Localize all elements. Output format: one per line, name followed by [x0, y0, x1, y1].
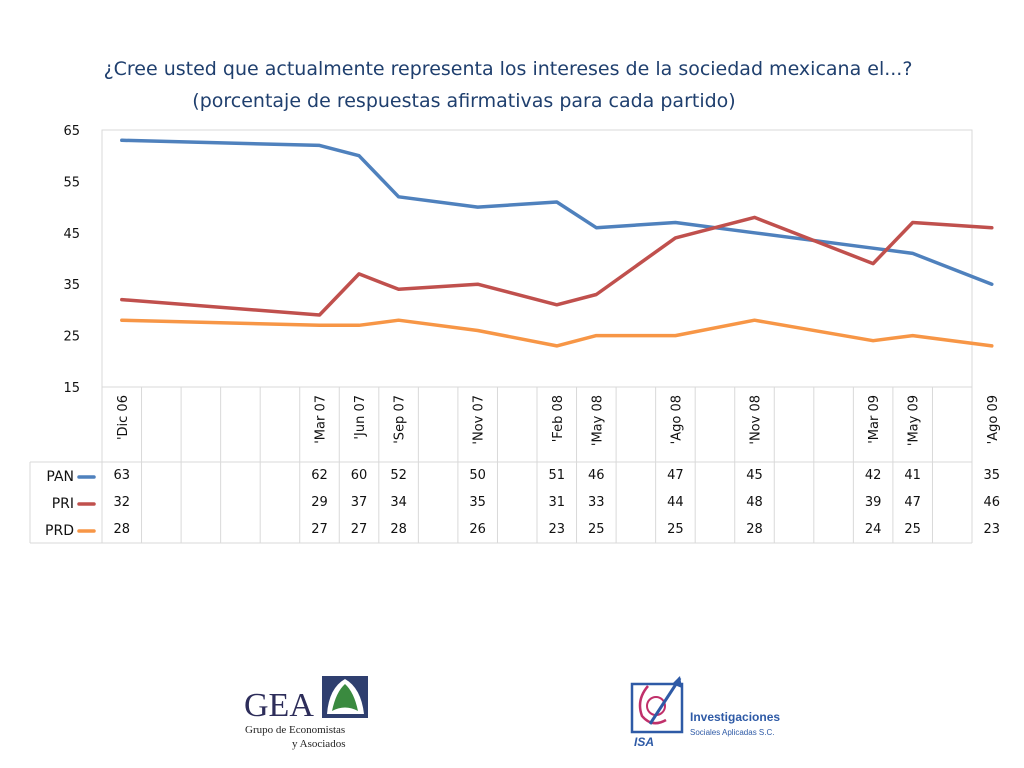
- plot-area: [101, 129, 973, 388]
- data-label: 27: [311, 522, 328, 537]
- data-label: 28: [390, 522, 407, 537]
- gea-logo-name: GEA: [244, 687, 314, 724]
- y-tick-label: 65: [63, 124, 80, 139]
- data-label: 25: [667, 522, 684, 537]
- x-tick-label: 'Dic 06: [116, 395, 131, 440]
- y-tick-label: 35: [63, 278, 80, 293]
- series-line-pri: [120, 215, 994, 317]
- data-label: 41: [904, 468, 921, 483]
- data-label: 35: [983, 468, 1000, 483]
- x-tick-label: 'Ago 09: [986, 395, 1001, 444]
- legend-label-prd: PRD: [45, 523, 74, 539]
- legend-label-pri: PRI: [52, 496, 74, 512]
- y-tick-label: 15: [63, 381, 80, 396]
- data-label: 27: [351, 522, 368, 537]
- data-label: 46: [983, 495, 1000, 510]
- x-tick-label: 'Feb 08: [551, 395, 566, 442]
- data-label: 32: [113, 495, 130, 510]
- data-label: 47: [667, 468, 684, 483]
- data-label: 60: [351, 468, 368, 483]
- data-label: 52: [390, 468, 407, 483]
- data-label: 37: [351, 495, 368, 510]
- data-label: 47: [904, 495, 921, 510]
- x-tick-label: 'May 09: [907, 395, 922, 446]
- x-tick-label: 'Sep 07: [393, 395, 408, 444]
- data-label: 45: [746, 468, 763, 483]
- data-label: 48: [746, 495, 763, 510]
- data-label: 28: [746, 522, 763, 537]
- data-label: 46: [588, 468, 605, 483]
- isa-logo-name: ISA: [634, 735, 654, 748]
- legend-label-pan: PAN: [46, 469, 74, 485]
- x-tick-label: 'Jun 07: [353, 395, 368, 440]
- data-label: 42: [865, 468, 882, 483]
- data-label: 29: [311, 495, 328, 510]
- x-tick-label: 'Ago 08: [669, 395, 684, 444]
- y-tick-label: 45: [63, 227, 80, 242]
- y-tick-label: 55: [63, 175, 80, 190]
- isa-logo-line1: Investigaciones: [690, 710, 780, 724]
- x-tick-label: 'Nov 08: [749, 395, 764, 445]
- chart-title: ¿Cree usted que actualmente representa l…: [103, 58, 913, 80]
- gea-logo-line2: y Asociados: [292, 738, 345, 750]
- data-label: 28: [113, 522, 130, 537]
- data-label: 23: [548, 522, 565, 537]
- data-label: 34: [390, 495, 407, 510]
- isa-logo: ISA Investigaciones Sociales Aplicadas S…: [630, 676, 780, 748]
- data-label: 50: [469, 468, 486, 483]
- series-line-pan: [120, 138, 994, 286]
- y-tick-label: 25: [63, 330, 80, 345]
- data-label: 51: [548, 468, 565, 483]
- data-label: 25: [904, 522, 921, 537]
- data-label: 39: [865, 495, 882, 510]
- x-tick-label: 'May 08: [590, 395, 605, 446]
- gea-logo-line1: Grupo de Economistas: [245, 724, 345, 736]
- data-label: 44: [667, 495, 684, 510]
- data-label: 25: [588, 522, 605, 537]
- data-label: 23: [983, 522, 1000, 537]
- data-label: 62: [311, 468, 328, 483]
- data-label: 24: [865, 522, 882, 537]
- data-label: 35: [469, 495, 486, 510]
- isa-logo-line2: Sociales Aplicadas S.C.: [690, 728, 775, 737]
- data-label: 33: [588, 495, 605, 510]
- x-tick-label: 'Nov 07: [472, 395, 487, 445]
- x-tick-label: 'Mar 07: [314, 395, 329, 444]
- chart-subtitle: (porcentaje de respuestas afirmativas pa…: [192, 90, 736, 112]
- series-line-prd: [120, 318, 994, 348]
- data-label: 31: [548, 495, 565, 510]
- data-label: 26: [469, 522, 486, 537]
- x-tick-label: 'Mar 09: [867, 395, 882, 444]
- line-chart: 15 25 35 45 55 65 'Dic 06 'Mar 07 'Jun 07 'Sep 07…: [29, 124, 1001, 544]
- gea-logo: GEA Grupo de Economistas y Asociados: [244, 676, 368, 750]
- data-label: 63: [113, 468, 130, 483]
